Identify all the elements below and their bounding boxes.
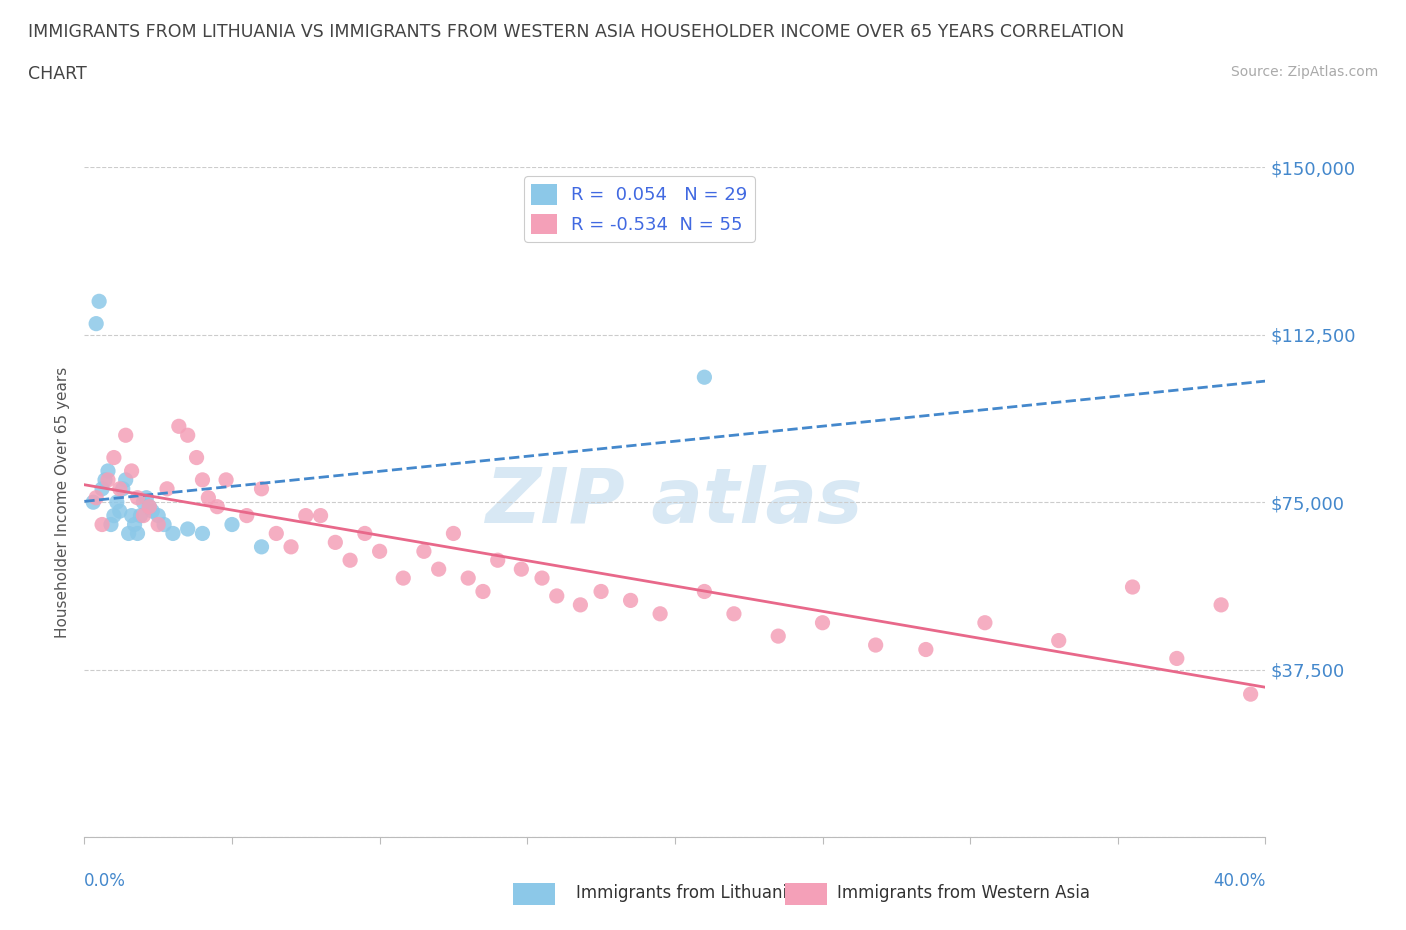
Point xyxy=(723,606,745,621)
Point xyxy=(135,490,157,505)
Point xyxy=(591,584,613,599)
Text: CHART: CHART xyxy=(28,65,87,83)
Point xyxy=(103,508,125,523)
Point xyxy=(486,552,509,567)
Text: ZIP atlas: ZIP atlas xyxy=(486,465,863,539)
Point xyxy=(973,616,995,631)
Point xyxy=(141,504,163,519)
Point xyxy=(546,589,568,604)
Y-axis label: Householder Income Over 65 years: Householder Income Over 65 years xyxy=(55,366,70,638)
Point xyxy=(221,517,243,532)
Point xyxy=(914,642,936,657)
Point xyxy=(148,517,170,532)
Point xyxy=(114,428,136,443)
Point xyxy=(441,526,464,541)
Point xyxy=(100,517,122,532)
Point xyxy=(197,490,219,505)
Point xyxy=(87,294,111,309)
Point xyxy=(510,562,533,577)
Point xyxy=(132,495,155,510)
Point xyxy=(84,490,107,505)
Point xyxy=(1209,597,1232,612)
Point xyxy=(118,526,141,541)
Point xyxy=(472,584,495,599)
Point xyxy=(148,508,170,523)
Point xyxy=(167,418,190,433)
Point xyxy=(162,526,184,541)
Point xyxy=(191,526,214,541)
Point xyxy=(138,499,160,514)
Point xyxy=(191,472,214,487)
Point xyxy=(235,508,259,523)
Text: Immigrants from Lithuania: Immigrants from Lithuania xyxy=(576,884,797,902)
Point xyxy=(205,499,228,514)
Point xyxy=(215,472,238,487)
Point xyxy=(132,508,155,523)
Point xyxy=(768,629,790,644)
Legend: R =  0.054   N = 29, R = -0.534  N = 55: R = 0.054 N = 29, R = -0.534 N = 55 xyxy=(524,177,755,242)
Point xyxy=(693,584,716,599)
Point xyxy=(138,499,160,514)
Point xyxy=(309,508,332,523)
Point xyxy=(250,482,273,497)
Point xyxy=(127,490,149,505)
Point xyxy=(121,508,143,523)
Point xyxy=(108,504,131,519)
Point xyxy=(156,482,179,497)
Point xyxy=(280,539,302,554)
Point xyxy=(569,597,592,612)
Point xyxy=(323,535,347,550)
Point xyxy=(250,539,273,554)
Point xyxy=(108,482,131,497)
Point xyxy=(368,544,391,559)
Point xyxy=(865,638,887,653)
Point xyxy=(392,571,415,586)
Point xyxy=(619,593,641,608)
Point xyxy=(264,526,288,541)
Point xyxy=(82,495,104,510)
Point xyxy=(105,495,128,510)
Point xyxy=(427,562,450,577)
Point xyxy=(127,526,149,541)
Point xyxy=(103,450,125,465)
Point xyxy=(457,571,479,586)
Text: Immigrants from Western Asia: Immigrants from Western Asia xyxy=(837,884,1090,902)
Point xyxy=(153,517,176,532)
Point xyxy=(97,472,120,487)
Point xyxy=(530,571,553,586)
Point xyxy=(295,508,318,523)
Point xyxy=(186,450,208,465)
Point xyxy=(124,517,146,532)
Point xyxy=(91,482,114,497)
Point xyxy=(97,463,120,478)
Point xyxy=(177,428,200,443)
Text: 40.0%: 40.0% xyxy=(1213,872,1265,890)
Point xyxy=(84,316,107,331)
Point xyxy=(94,472,117,487)
Text: 0.0%: 0.0% xyxy=(84,872,127,890)
Point xyxy=(111,482,134,497)
Point xyxy=(121,463,143,478)
Point xyxy=(1240,686,1263,701)
Point xyxy=(114,472,136,487)
Point xyxy=(1047,633,1070,648)
Point xyxy=(354,526,377,541)
Point xyxy=(413,544,436,559)
Point xyxy=(1122,579,1144,594)
Point xyxy=(693,370,716,385)
Point xyxy=(648,606,672,621)
Text: Source: ZipAtlas.com: Source: ZipAtlas.com xyxy=(1230,65,1378,79)
Point xyxy=(811,616,834,631)
Point xyxy=(129,508,152,523)
Point xyxy=(339,552,361,567)
Point xyxy=(177,522,200,537)
Text: IMMIGRANTS FROM LITHUANIA VS IMMIGRANTS FROM WESTERN ASIA HOUSEHOLDER INCOME OVE: IMMIGRANTS FROM LITHUANIA VS IMMIGRANTS … xyxy=(28,23,1125,41)
Point xyxy=(1166,651,1188,666)
Point xyxy=(91,517,114,532)
